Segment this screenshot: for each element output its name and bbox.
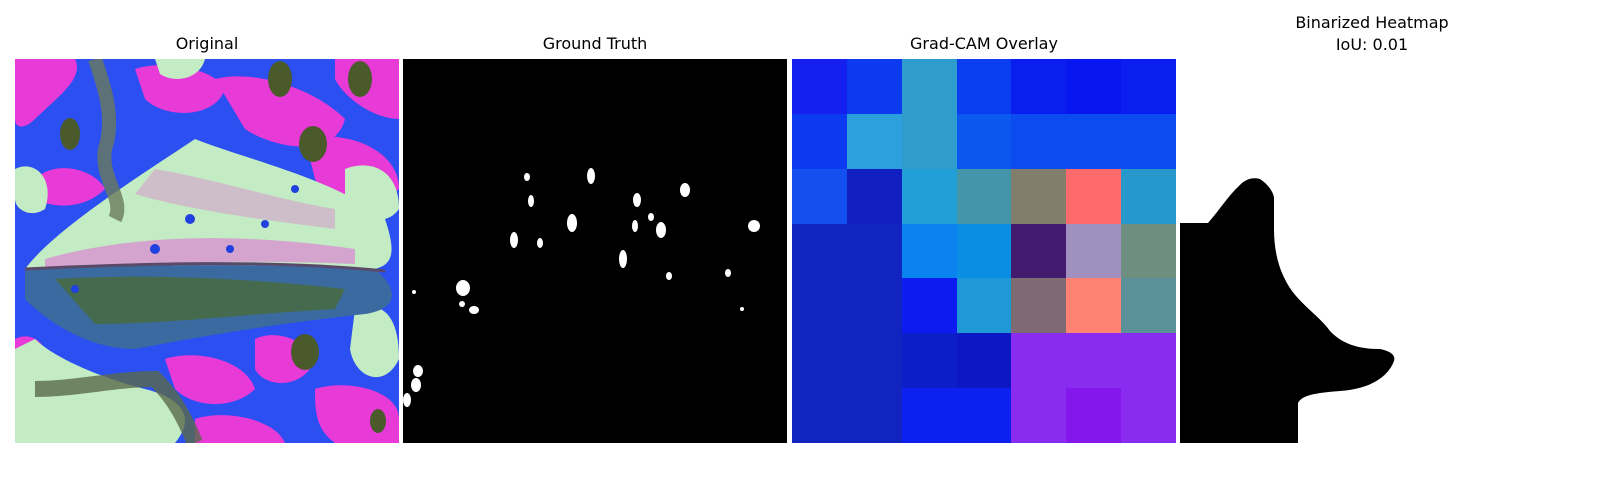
gradcam-cell — [1066, 278, 1121, 333]
panel-original: Original — [15, 0, 399, 500]
gradcam-cell — [1121, 114, 1176, 169]
gradcam-cell — [847, 224, 902, 278]
gradcam-cell — [957, 333, 1011, 388]
gradcam-cell — [1121, 59, 1176, 114]
gradcam-cell — [847, 169, 902, 224]
panel-ground-truth: Ground Truth — [403, 0, 787, 500]
panel-title-gradcam: Grad-CAM Overlay — [910, 34, 1058, 53]
gradcam-cell — [1121, 224, 1176, 278]
gradcam-cell — [902, 114, 957, 169]
gradcam-cell — [957, 59, 1011, 114]
original-image-svg — [15, 59, 399, 443]
gradcam-cell — [792, 114, 847, 169]
gradcam-cell — [957, 169, 1011, 224]
gradcam-cell — [792, 169, 847, 224]
gradcam-cell — [1011, 169, 1066, 224]
gradcam-cell — [1066, 224, 1121, 278]
gradcam-cell — [957, 388, 1011, 443]
gradcam-cell — [1121, 169, 1176, 224]
gradcam-cell — [1066, 333, 1121, 388]
gradcam-cell — [902, 333, 957, 388]
gradcam-cell — [792, 59, 847, 114]
iou-score-label: IoU: 0.01 — [1335, 35, 1409, 54]
gradcam-cell — [1011, 388, 1066, 443]
gradcam-cell — [902, 59, 957, 114]
gradcam-cell — [1121, 333, 1176, 388]
gradcam-cell — [847, 59, 902, 114]
gradcam-cell — [847, 388, 902, 443]
binarized-heatmap-image — [1180, 59, 1564, 443]
original-image — [15, 59, 399, 443]
gradcam-cell — [1011, 224, 1066, 278]
gradcam-cell — [902, 169, 957, 224]
ground-truth-mask — [403, 59, 787, 443]
gradcam-cell — [957, 224, 1011, 278]
panel-title-ground-truth: Ground Truth — [542, 34, 648, 53]
gradcam-cell — [792, 333, 847, 388]
gradcam-cell — [847, 333, 902, 388]
gradcam-cell — [957, 114, 1011, 169]
gradcam-cell — [1066, 169, 1121, 224]
gradcam-cell — [1066, 114, 1121, 169]
gradcam-grid-svg — [792, 59, 1176, 443]
gradcam-cell — [902, 278, 957, 333]
gradcam-cell — [957, 278, 1011, 333]
gradcam-cell — [1121, 388, 1176, 443]
ground-truth-mask-svg — [403, 59, 787, 443]
gradcam-cell — [1011, 333, 1066, 388]
gradcam-cell — [1121, 278, 1176, 333]
panel-title-original: Original — [175, 34, 239, 53]
gradcam-cell — [792, 278, 847, 333]
gradcam-cell — [1011, 59, 1066, 114]
gradcam-cell — [1011, 114, 1066, 169]
gradcam-cell — [902, 224, 957, 278]
panel-gradcam-overlay: Grad-CAM Overlay — [792, 0, 1176, 500]
gradcam-cell — [902, 388, 957, 443]
panel-title-binarized: Binarized Heatmap — [1295, 13, 1449, 32]
gradcam-cell — [1066, 59, 1121, 114]
gradcam-cell — [1066, 388, 1121, 443]
gradcam-cell — [792, 388, 847, 443]
gradcam-overlay-image — [792, 59, 1176, 443]
binarized-heatmap-svg — [1180, 59, 1564, 443]
gradcam-cell — [792, 224, 847, 278]
gradcam-cell — [847, 114, 902, 169]
panel-binarized-heatmap: Binarized Heatmap IoU: 0.01 — [1180, 0, 1564, 500]
gradcam-cell — [847, 278, 902, 333]
gradcam-cell — [1011, 278, 1066, 333]
